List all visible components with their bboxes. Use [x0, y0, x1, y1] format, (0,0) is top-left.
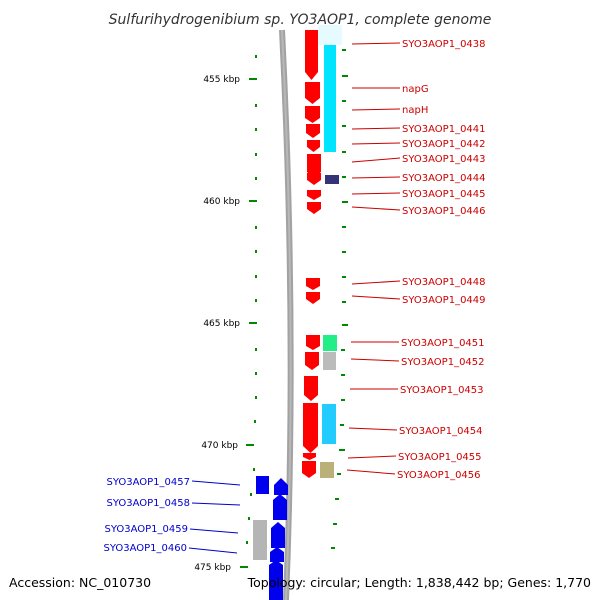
gene-arrow-SYO3AOP1_0449	[306, 292, 320, 304]
gene-arrow-SYO3AOP1_0444	[307, 173, 321, 185]
gene-arrow-SYO3AOP1_0441	[306, 124, 320, 138]
gene-arrow-SYO3AOP1_0458	[273, 494, 287, 520]
gene-arrow-SYO3AOP1_0455	[303, 453, 316, 460]
gene-arrow-SYO3AOP1_0445	[307, 190, 321, 200]
major-ticks	[240, 78, 257, 568]
gene-arrow-napG	[305, 82, 320, 104]
leader-SYO3AOP1_0457	[191, 480, 241, 486]
leader-SYO3AOP1_0446	[351, 206, 401, 211]
gene-arrow-SYO3AOP1_0454	[303, 403, 318, 453]
gene-arrow-SYO3AOP1_0438	[305, 30, 318, 80]
gene-arrow-SYO3AOP1_0456	[302, 461, 316, 478]
genome-backbone-highlight	[281, 29, 292, 600]
summary-text: Topology: circular; Length: 1,838,442 bp…	[247, 575, 591, 590]
gene-label-SYO3AOP1_0448[interactable]: SYO3AOP1_0448	[402, 277, 486, 288]
accession-text: Accession: NC_010730	[9, 575, 151, 590]
gene-arrow-SYO3AOP1_0453	[304, 376, 318, 401]
gene-arrow-SYO3AOP1_0446	[307, 202, 321, 214]
gene-arrow-SYO3AOP1_0448	[306, 278, 320, 290]
map-title: Sulfurihydrogenibium sp. YO3AOP1, comple…	[109, 12, 492, 28]
gene-label-SYO3AOP1_0460[interactable]: SYO3AOP1_0460	[103, 543, 187, 554]
gene-arrow-SYO3AOP1_0451	[306, 335, 320, 350]
feature-block-navy	[325, 175, 339, 184]
gene-arrow-SYO3AOP1_0452	[305, 352, 319, 370]
gene-label-SYO3AOP1_0459[interactable]: SYO3AOP1_0459	[104, 524, 188, 535]
gene-label-SYO3AOP1_0453[interactable]: SYO3AOP1_0453	[400, 385, 484, 396]
feature-block-grey-left	[253, 520, 267, 560]
leader-SYO3AOP1_0443	[351, 157, 401, 163]
scale-label-470: 470 kbp	[201, 441, 238, 451]
outer-ticks	[331, 49, 348, 549]
gene-arrow-SYO3AOP1_0443	[307, 154, 321, 178]
gene-label-SYO3AOP1_0443[interactable]: SYO3AOP1_0443	[402, 154, 486, 165]
leader-SYO3AOP1_0445	[351, 192, 401, 195]
gene-label-SYO3AOP1_0458[interactable]: SYO3AOP1_0458	[106, 498, 190, 509]
leader-SYO3AOP1_0444	[351, 176, 401, 179]
gene-label-SYO3AOP1_0442[interactable]: SYO3AOP1_0442	[402, 139, 486, 150]
feature-block-green	[323, 335, 337, 351]
scale-label-460: 460 kbp	[203, 197, 240, 207]
feature-block-grey	[323, 352, 336, 370]
leader-SYO3AOP1_0438	[351, 42, 401, 45]
gene-arrow-SYO3AOP1_0460	[270, 547, 284, 562]
scale-label-455: 455 kbp	[203, 75, 240, 85]
gene-arrow-SYO3AOP1_0459	[271, 522, 285, 548]
gene-label-SYO3AOP1_0456[interactable]: SYO3AOP1_0456	[397, 470, 481, 481]
leader-SYO3AOP1_0458	[191, 502, 241, 506]
leader-SYO3AOP1_0454	[348, 427, 398, 431]
leader-SYO3AOP1_0448	[351, 280, 401, 285]
gene-label-SYO3AOP1_0449[interactable]: SYO3AOP1_0449	[402, 295, 486, 306]
gene-label-SYO3AOP1_0441[interactable]: SYO3AOP1_0441	[402, 124, 486, 135]
feature-block-cyan-light	[318, 25, 342, 45]
scale-label-465: 465 kbp	[203, 319, 240, 329]
gene-arrow-SYO3AOP1_0457	[274, 478, 288, 495]
gene-label-SYO3AOP1_0455[interactable]: SYO3AOP1_0455	[398, 452, 482, 463]
leader-napH	[351, 108, 401, 111]
leader-SYO3AOP1_0442	[351, 142, 401, 145]
feature-block-reverse	[256, 476, 269, 494]
gene-label-SYO3AOP1_0454[interactable]: SYO3AOP1_0454	[399, 426, 483, 437]
gene-label-SYO3AOP1_0457[interactable]: SYO3AOP1_0457	[106, 477, 190, 488]
gene-label-SYO3AOP1_0445[interactable]: SYO3AOP1_0445	[402, 189, 486, 200]
gene-label-SYO3AOP1_0438[interactable]: SYO3AOP1_0438	[402, 39, 486, 50]
gene-label-SYO3AOP1_0451[interactable]: SYO3AOP1_0451	[401, 338, 485, 349]
feature-block-olive	[320, 462, 334, 478]
leader-SYO3AOP1_0441	[351, 127, 401, 130]
leader-SYO3AOP1_0456	[346, 469, 396, 475]
leader-SYO3AOP1_0455	[347, 455, 397, 459]
gene-label-napH[interactable]: napH	[402, 105, 428, 116]
gene-label-SYO3AOP1_0446[interactable]: SYO3AOP1_0446	[402, 206, 486, 217]
gene-arrow-reverse-extra	[269, 560, 283, 600]
gene-arrow-napH	[305, 106, 320, 123]
leader-SYO3AOP1_0452	[350, 358, 400, 362]
gene-label-SYO3AOP1_0452[interactable]: SYO3AOP1_0452	[401, 357, 485, 368]
feature-block-cyan	[324, 30, 336, 152]
scale-label-475: 475 kbp	[194, 563, 231, 573]
gene-arrow-SYO3AOP1_0442	[307, 140, 320, 152]
gene-label-SYO3AOP1_0444[interactable]: SYO3AOP1_0444	[402, 173, 486, 184]
feature-block-blue	[322, 404, 336, 444]
inner-ticks	[246, 55, 257, 544]
gene-label-napG[interactable]: napG	[402, 84, 429, 95]
leader-SYO3AOP1_0459	[189, 528, 239, 534]
leader-SYO3AOP1_0449	[351, 295, 401, 300]
leader-SYO3AOP1_0460	[188, 547, 238, 554]
